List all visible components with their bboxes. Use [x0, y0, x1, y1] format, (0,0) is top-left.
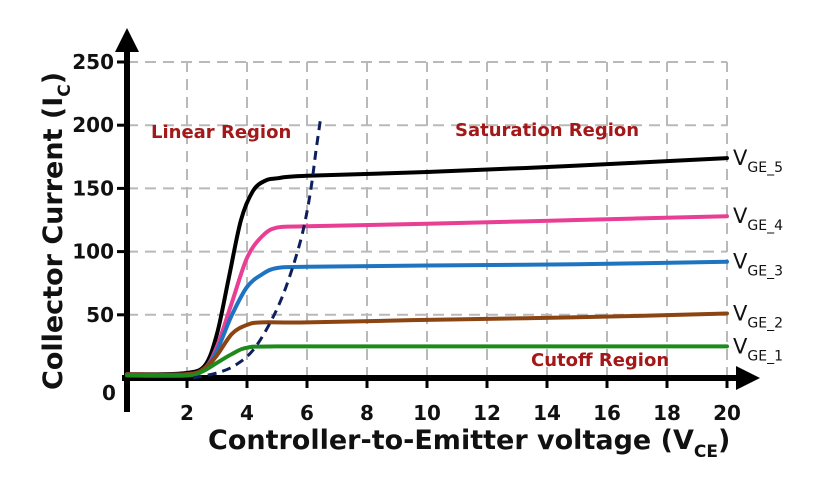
- label-ge-3: VGE_3: [733, 250, 783, 280]
- y-tick-100: 100: [72, 240, 114, 264]
- x-tick-4: 4: [240, 401, 254, 425]
- saturation-region-label: Saturation Region: [455, 120, 639, 141]
- cutoff-region-label: Cutoff Region: [531, 350, 669, 371]
- origin-label: 0: [102, 381, 116, 405]
- x-tick-10: 10: [413, 401, 441, 425]
- y-axis-title-sub: C: [55, 84, 75, 96]
- y-tick-150: 150: [72, 176, 114, 200]
- curves: [125, 156, 729, 378]
- x-axis-title: Controller-to-Emitter voltage (VCE): [208, 425, 730, 462]
- x-tick-16: 16: [593, 401, 621, 425]
- y-tick-250: 250: [72, 50, 114, 74]
- x-axis-title-sub: CE: [694, 442, 718, 462]
- x-tick-8: 8: [360, 401, 374, 425]
- label-ge-5: VGE_5: [733, 146, 783, 176]
- label-ge-2: VGE_2: [733, 302, 783, 332]
- x-tick-18: 18: [653, 401, 681, 425]
- x-tick-6: 6: [300, 401, 314, 425]
- label-ge-4: VGE_4: [733, 204, 783, 234]
- x-axis-title-end: ): [718, 425, 730, 456]
- x-tick-2: 2: [180, 401, 194, 425]
- x-tick-20: 20: [713, 401, 741, 425]
- linear-saturation-boundary: [192, 118, 322, 380]
- y-axis-title: Collector Current (IC): [38, 72, 75, 390]
- tick-labels: 2 4 6 8 10 12 14 16 18 20 50 100 150 200 250: [72, 50, 741, 425]
- y-axis-title-end: ): [38, 72, 69, 84]
- linear-region-label: Linear Region: [151, 122, 291, 143]
- x-tick-12: 12: [473, 401, 501, 425]
- x-tick-14: 14: [533, 401, 561, 425]
- x-axis-title-main: Controller-to-Emitter voltage (V: [208, 425, 694, 456]
- curve-ge-2: [125, 311, 729, 377]
- curve-ge-1: [125, 344, 729, 378]
- y-tick-200: 200: [72, 113, 114, 137]
- y-tick-50: 50: [86, 303, 114, 327]
- y-axis-title-main: Collector Current (I: [38, 97, 69, 390]
- label-ge-1: VGE_1: [733, 334, 783, 364]
